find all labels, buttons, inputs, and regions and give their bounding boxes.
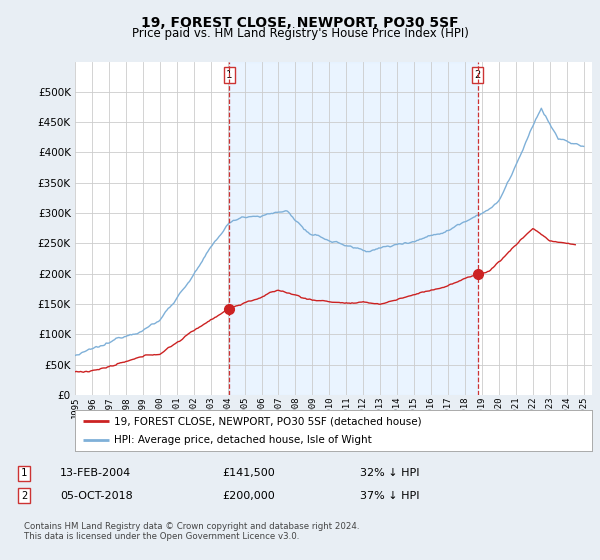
Text: 19, FOREST CLOSE, NEWPORT, PO30 5SF (detached house): 19, FOREST CLOSE, NEWPORT, PO30 5SF (det…: [114, 417, 421, 426]
Text: 05-OCT-2018: 05-OCT-2018: [60, 491, 133, 501]
Text: 2: 2: [21, 491, 27, 501]
Text: Contains HM Land Registry data © Crown copyright and database right 2024.
This d: Contains HM Land Registry data © Crown c…: [24, 522, 359, 542]
Text: £200,000: £200,000: [222, 491, 275, 501]
Text: 2: 2: [475, 70, 481, 80]
Text: 13-FEB-2004: 13-FEB-2004: [60, 468, 131, 478]
Text: 1: 1: [226, 70, 232, 80]
Text: £141,500: £141,500: [222, 468, 275, 478]
Text: 1: 1: [21, 468, 27, 478]
Text: HPI: Average price, detached house, Isle of Wight: HPI: Average price, detached house, Isle…: [114, 435, 371, 445]
Bar: [229, 62, 478, 395]
Text: 32% ↓ HPI: 32% ↓ HPI: [360, 468, 419, 478]
Text: Price paid vs. HM Land Registry's House Price Index (HPI): Price paid vs. HM Land Registry's House …: [131, 27, 469, 40]
Text: 19, FOREST CLOSE, NEWPORT, PO30 5SF: 19, FOREST CLOSE, NEWPORT, PO30 5SF: [141, 16, 459, 30]
Text: 37% ↓ HPI: 37% ↓ HPI: [360, 491, 419, 501]
